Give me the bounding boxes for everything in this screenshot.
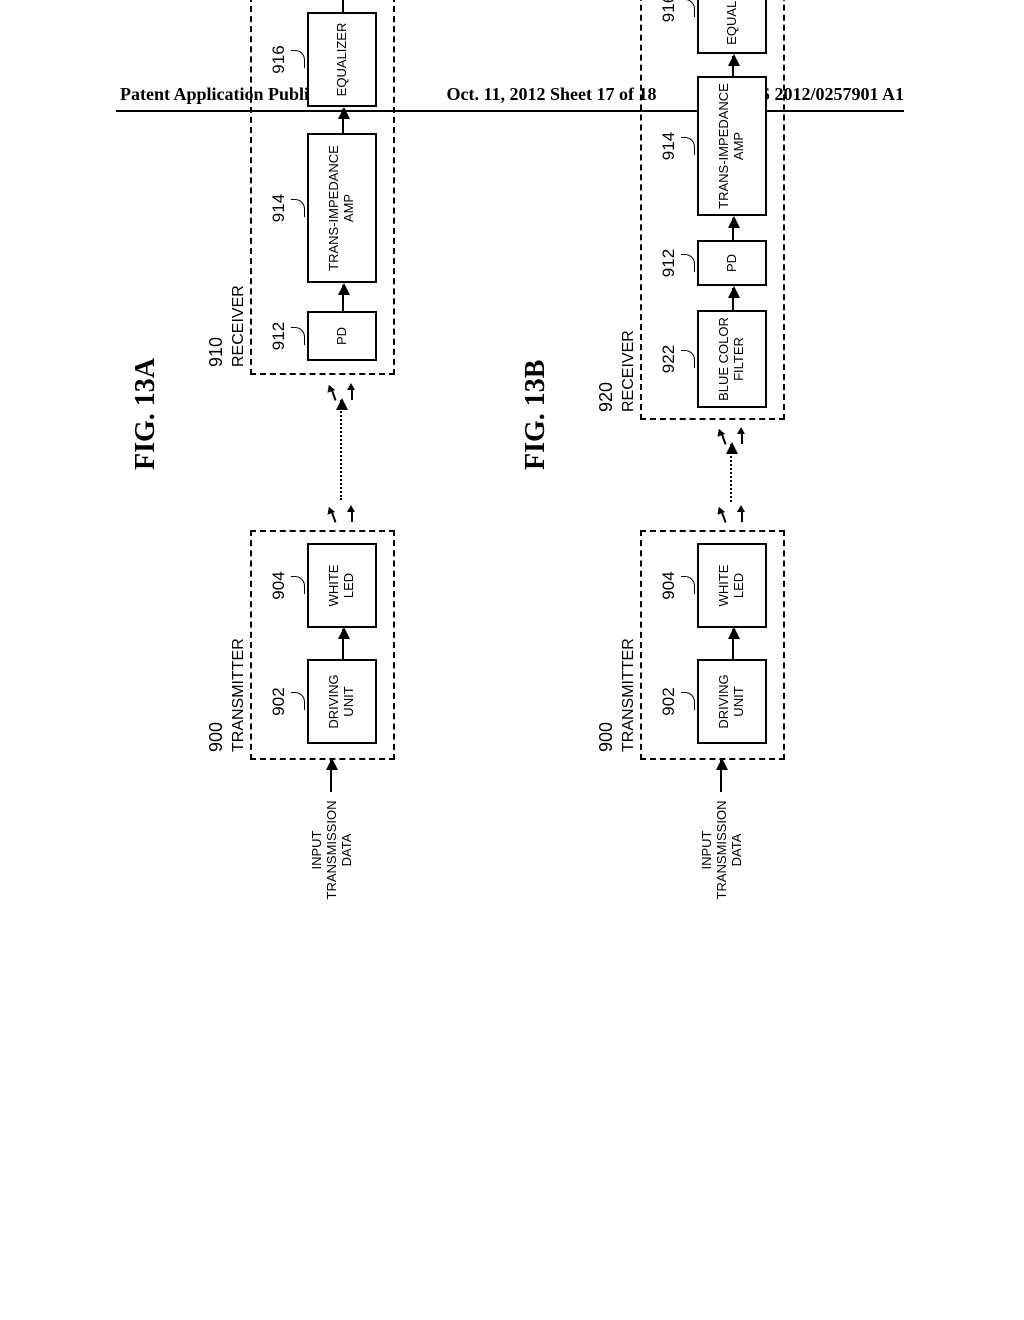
filter-text-b: BLUE COLORFILTER xyxy=(717,317,747,401)
tia-text-a: TRANS-IMPEDANCEAMP xyxy=(327,145,357,271)
led-ref-b: 904 xyxy=(659,571,679,599)
tia-b: 914 TRANS-IMPEDANCEAMP xyxy=(697,76,767,216)
led-text-a: WHITELED xyxy=(327,565,357,607)
tia-text-b: TRANS-IMPEDANCEAMP xyxy=(717,83,747,209)
figure-13a: FIG. 13A INPUTTRANSMISSIONDATA 900 TRANS… xyxy=(130,0,500,900)
optical-link-a xyxy=(340,400,342,500)
tx-ref-b: 900 xyxy=(596,722,617,752)
arrow-rx2-a xyxy=(342,109,344,133)
pd-text-a: PD xyxy=(335,327,350,345)
driving-unit-a: 902 DRIVINGUNIT xyxy=(307,659,377,744)
light-emit-icon xyxy=(735,502,755,522)
arrow-rx0-b xyxy=(732,288,734,310)
light-emit-icon xyxy=(345,502,365,522)
eq-ref-b: 916 xyxy=(659,0,679,22)
driving-ref-b: 902 xyxy=(659,687,679,715)
light-emit-icon xyxy=(712,499,738,525)
rx-ref-a: 910 xyxy=(206,337,227,367)
hook-icon xyxy=(681,254,695,272)
arrow-rx1-a xyxy=(342,285,344,311)
driving-text-b: DRIVINGUNIT xyxy=(717,674,747,728)
led-text-b: WHITELED xyxy=(717,565,747,607)
fig-13a-title: FIG. 13A xyxy=(130,358,162,470)
arrow-input-a xyxy=(330,760,332,792)
hook-icon xyxy=(291,51,305,69)
pd-text-b: PD xyxy=(725,254,740,272)
tx-label-b: TRANSMITTER xyxy=(620,638,638,752)
receiver-box-b: 920 RECEIVER 922 BLUE COLORFILTER 912 PD… xyxy=(640,0,785,420)
fig-13b-title: FIG. 13B xyxy=(520,360,552,470)
tia-ref-b: 914 xyxy=(659,132,679,160)
rx-label-a: RECEIVER xyxy=(230,285,248,367)
white-led-a: 904 WHITELED xyxy=(307,543,377,628)
light-recv-icon xyxy=(735,424,755,444)
rx-label-b: RECEIVER xyxy=(620,330,638,412)
tx-ref-a: 900 xyxy=(206,722,227,752)
white-led-b: 904 WHITELED xyxy=(697,543,767,628)
arrow-rx3-a xyxy=(342,0,344,12)
driving-ref-a: 902 xyxy=(269,687,289,715)
rx-ref-b: 920 xyxy=(596,382,617,412)
hook-icon xyxy=(681,693,695,711)
hook-icon xyxy=(681,137,695,155)
pd-a: 912 PD xyxy=(307,311,377,361)
hook-icon xyxy=(681,577,695,595)
transmitter-box-b: 900 TRANSMITTER 902 DRIVINGUNIT 904 WHIT… xyxy=(640,530,785,760)
hook-icon xyxy=(291,577,305,595)
input-label-b: INPUTTRANSMISSIONDATA xyxy=(700,790,745,910)
eq-text-a: EQUALIZER xyxy=(335,23,350,97)
driving-unit-b: 902 DRIVINGUNIT xyxy=(697,659,767,744)
eq-ref-a: 916 xyxy=(269,45,289,73)
pd-ref-b: 912 xyxy=(659,249,679,277)
hook-icon xyxy=(291,693,305,711)
blue-filter-b: 922 BLUE COLORFILTER xyxy=(697,310,767,408)
arrow-input-b xyxy=(720,760,722,792)
figure-container: FIG. 13A INPUTTRANSMISSIONDATA 900 TRANS… xyxy=(130,140,1024,900)
pd-ref-a: 912 xyxy=(269,322,289,350)
light-emit-icon xyxy=(322,499,348,525)
arrow-rx1-b xyxy=(732,218,734,240)
arrow-rx2-b xyxy=(732,56,734,76)
tia-a: 914 TRANS-IMPEDANCEAMP xyxy=(307,133,377,283)
input-label-a: INPUTTRANSMISSIONDATA xyxy=(310,790,355,910)
arrow-tx-a xyxy=(342,629,344,659)
filter-ref-b: 922 xyxy=(659,345,679,373)
hook-icon xyxy=(291,327,305,345)
pd-b: 912 PD xyxy=(697,240,767,286)
led-ref-a: 904 xyxy=(269,571,289,599)
eq-text-b: EQUALIZER xyxy=(725,0,740,45)
optical-link-b xyxy=(730,444,732,502)
transmitter-box-a: 900 TRANSMITTER 902 DRIVINGUNIT 904 WHIT… xyxy=(250,530,395,760)
equalizer-b: 916 EQUALIZER xyxy=(697,0,767,54)
figure-13b: FIG. 13B INPUTTRANSMISSIONDATA 900 TRANS… xyxy=(520,0,890,900)
hook-icon xyxy=(291,199,305,217)
hook-icon xyxy=(681,0,695,17)
receiver-box-a: 910 RECEIVER 912 PD 914 TRANS-IMPEDANCEA… xyxy=(250,0,395,375)
tia-ref-a: 914 xyxy=(269,194,289,222)
driving-text-a: DRIVINGUNIT xyxy=(327,674,357,728)
arrow-tx-b xyxy=(732,629,734,659)
equalizer-a: 916 EQUALIZER xyxy=(307,12,377,107)
light-recv-icon xyxy=(345,380,365,400)
tx-label-a: TRANSMITTER xyxy=(230,638,248,752)
hook-icon xyxy=(681,350,695,368)
